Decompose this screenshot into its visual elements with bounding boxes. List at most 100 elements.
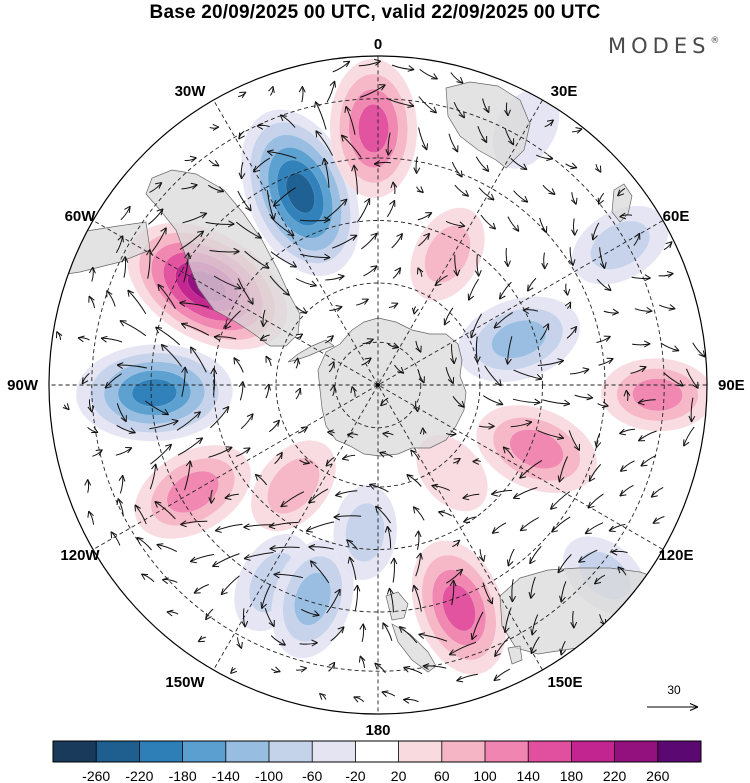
wind-arrow-head <box>546 119 555 127</box>
wind-arrow <box>513 190 529 203</box>
wind-arrow-head <box>403 696 410 704</box>
reference-vector: 30 <box>647 683 699 711</box>
wind-arrow-head <box>370 265 378 272</box>
wind-arrow <box>456 673 478 683</box>
wind-arrow-shaft <box>511 579 514 603</box>
wind-arrow-shaft <box>353 164 358 195</box>
wind-arrow <box>230 667 238 674</box>
map-title: Base 20/09/2025 00 UTC, valid 22/09/2025… <box>149 2 601 23</box>
wind-arrow-head <box>668 304 676 311</box>
wind-arrow-head <box>597 197 605 205</box>
wind-arrow-head <box>140 573 149 580</box>
wind-arrow-head <box>584 527 592 535</box>
wind-arrow-head <box>254 473 262 481</box>
wind-arrow-shaft <box>181 323 210 336</box>
colorbar-tick-label: -260 <box>82 768 110 783</box>
wind-arrow-head <box>346 539 354 547</box>
wind-arrow-head <box>62 403 70 411</box>
wind-arrow-head <box>429 106 437 114</box>
wind-arrow <box>386 587 394 613</box>
wind-arrow-head <box>110 531 118 539</box>
wind-arrow <box>334 490 358 498</box>
wind-arrow-shaft <box>189 554 214 563</box>
wind-arrow <box>265 355 272 367</box>
wind-arrow <box>268 521 299 530</box>
wind-arrow-head <box>358 655 366 663</box>
wind-arrow-head <box>300 665 308 673</box>
wind-arrow <box>319 692 327 700</box>
wind-arrow <box>87 426 99 433</box>
colorbar-segment <box>225 741 270 762</box>
colorbar-segment <box>571 741 616 762</box>
wind-arrow-shaft <box>295 278 317 287</box>
wind-arrow-head <box>116 498 124 506</box>
wind-arrow-shaft <box>382 622 393 642</box>
wind-arrow <box>418 632 448 642</box>
wind-arrow-shaft <box>266 190 275 220</box>
wind-arrow <box>578 549 598 563</box>
wind-arrow <box>418 232 431 247</box>
wind-arrow <box>683 426 695 447</box>
wind-arrow <box>197 635 206 643</box>
wind-arrow-head <box>382 430 390 438</box>
wind-arrow-head <box>328 661 336 669</box>
wind-arrow-head <box>603 335 611 342</box>
wind-arrow <box>619 212 633 220</box>
wind-arrow-head <box>414 530 422 538</box>
wind-arrow <box>177 437 204 456</box>
wind-arrow <box>660 342 680 352</box>
wind-arrow-shaft <box>179 230 205 250</box>
wind-arrow <box>572 127 583 134</box>
wind-arrow-head <box>529 557 536 565</box>
wind-arrow-head <box>161 577 169 585</box>
colorbar-segment <box>312 741 356 762</box>
wind-arrow-head <box>586 393 594 401</box>
wind-arrow-shaft <box>136 536 152 551</box>
wind-arrow-head <box>315 130 322 138</box>
wind-arrow-shaft <box>584 522 604 535</box>
wind-arrow-shaft <box>123 256 127 278</box>
wind-arrow <box>594 164 602 173</box>
wind-arrow <box>512 398 541 406</box>
wind-arrow-head <box>650 490 658 498</box>
wind-arrow-head <box>617 566 625 574</box>
wind-arrow <box>640 455 657 467</box>
wind-arrow-head <box>422 663 430 670</box>
wind-arrow-head <box>512 492 520 500</box>
wind-arrow-head <box>340 198 348 206</box>
wind-arrow <box>146 249 153 279</box>
wind-arrow-shaft <box>213 367 216 396</box>
wind-arrow <box>273 571 303 579</box>
wind-arrow-head <box>88 266 96 274</box>
wind-arrow <box>374 662 386 674</box>
wind-arrow-head <box>499 292 506 300</box>
wind-arrow <box>359 623 367 643</box>
logo-text: MODES <box>608 34 711 58</box>
wind-arrow <box>180 322 210 336</box>
colorbar-segment <box>398 741 443 762</box>
wind-arrow-shaft <box>116 424 136 434</box>
wind-arrow <box>332 234 358 249</box>
wind-arrow <box>484 365 502 387</box>
wind-arrow-head <box>247 297 254 305</box>
wind-arrow-head <box>155 326 163 334</box>
wind-arrow-head <box>91 426 99 433</box>
wind-arrow-shaft <box>504 607 512 633</box>
wind-arrow-shaft <box>235 221 262 239</box>
wind-arrow-head <box>321 157 329 165</box>
wind-arrow-head <box>190 346 197 354</box>
wind-arrow <box>220 575 240 596</box>
wind-arrow <box>597 401 609 409</box>
wind-arrow-head <box>180 520 187 528</box>
wind-arrow <box>193 584 209 594</box>
wind-arrow <box>295 333 304 341</box>
wind-arrow-shaft <box>273 573 303 579</box>
wind-arrow-head <box>210 367 218 375</box>
map-disc <box>49 56 707 714</box>
wind-arrow-head <box>272 199 281 207</box>
wind-arrow-head <box>327 429 334 437</box>
wind-arrow <box>315 130 334 156</box>
wind-arrow-head <box>337 626 345 634</box>
wind-arrow-shaft <box>568 430 580 451</box>
wind-arrow-head <box>637 435 646 442</box>
